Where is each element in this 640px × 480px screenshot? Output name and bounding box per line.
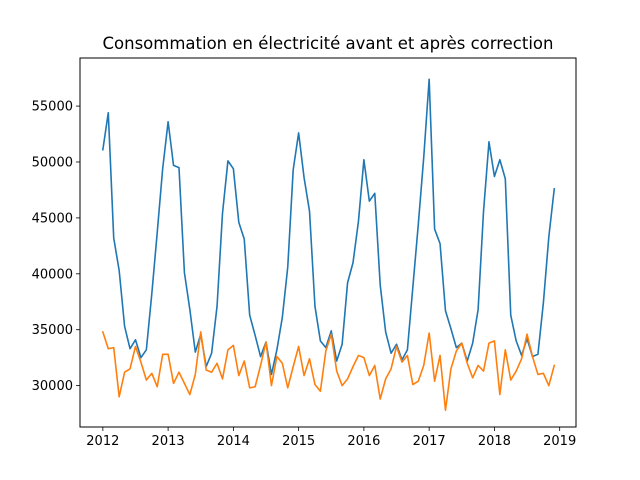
x-tick-label: 2019 — [543, 434, 576, 449]
series-line-2 — [101, 330, 556, 412]
y-tick-label: 30000 — [32, 379, 73, 394]
x-axis: 2012 2013 2014 2015 2016 2017 2018 2019 — [86, 427, 576, 449]
x-tick-label: 2017 — [413, 434, 446, 449]
y-tick-label: 50000 — [32, 155, 73, 170]
y-tick-label: 40000 — [32, 267, 73, 282]
x-tick-label: 2013 — [152, 434, 185, 449]
chart-title: Consommation en électricité avant et apr… — [103, 34, 554, 53]
x-tick-label: 2018 — [478, 434, 511, 449]
y-axis: 30000 35000 40000 45000 50000 55000 — [32, 100, 80, 394]
x-tick-label: 2012 — [86, 434, 119, 449]
series-layer — [101, 78, 556, 412]
x-tick-label: 2014 — [217, 434, 250, 449]
x-tick-label: 2016 — [347, 434, 380, 449]
plot-area — [80, 58, 576, 427]
plot-frame — [79, 57, 577, 428]
y-tick-label: 45000 — [32, 211, 73, 226]
y-tick-label: 55000 — [32, 100, 73, 115]
x-tick-label: 2015 — [282, 434, 315, 449]
series-line-1 — [101, 78, 556, 376]
y-tick-label: 35000 — [32, 323, 73, 338]
